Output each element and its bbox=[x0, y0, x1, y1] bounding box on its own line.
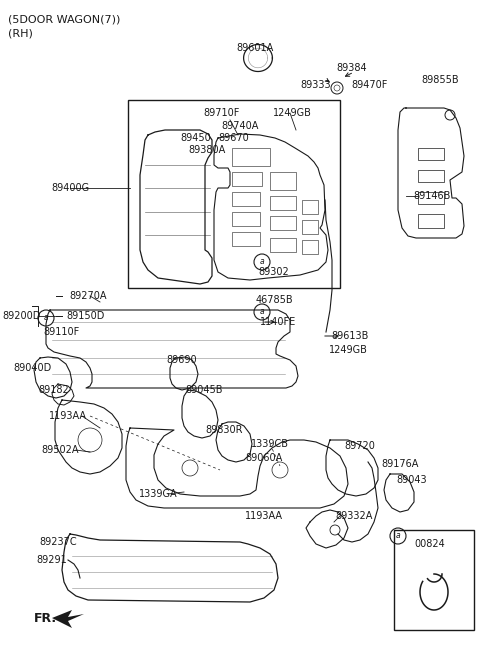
Polygon shape bbox=[52, 610, 84, 628]
Bar bbox=[270, 238, 296, 252]
Text: 89400G: 89400G bbox=[51, 183, 89, 193]
Text: 1249GB: 1249GB bbox=[273, 108, 312, 118]
Text: 89450: 89450 bbox=[180, 133, 211, 143]
Text: a: a bbox=[260, 258, 264, 267]
Text: 89291: 89291 bbox=[36, 555, 67, 565]
Text: 89384: 89384 bbox=[336, 63, 367, 73]
Text: 89302: 89302 bbox=[259, 267, 289, 277]
Text: 89710F: 89710F bbox=[204, 108, 240, 118]
Text: (5DOOR WAGON(7)): (5DOOR WAGON(7)) bbox=[8, 14, 120, 24]
Bar bbox=[418, 214, 444, 228]
Text: 89270A: 89270A bbox=[69, 291, 107, 301]
Text: 1193AA: 1193AA bbox=[49, 411, 87, 421]
Text: 89176A: 89176A bbox=[381, 459, 419, 469]
Text: a: a bbox=[260, 308, 264, 316]
Bar bbox=[232, 148, 270, 166]
Text: 89720: 89720 bbox=[345, 441, 375, 451]
Text: 89690: 89690 bbox=[167, 355, 197, 365]
Bar bbox=[418, 192, 444, 204]
Bar bbox=[232, 172, 262, 186]
Text: 89043: 89043 bbox=[396, 475, 427, 485]
Bar bbox=[418, 148, 444, 160]
Text: 46785B: 46785B bbox=[255, 295, 293, 305]
Text: FR.: FR. bbox=[34, 612, 57, 624]
Text: 89601A: 89601A bbox=[236, 43, 274, 53]
Bar bbox=[270, 216, 296, 230]
Text: 1249GB: 1249GB bbox=[329, 345, 367, 355]
Bar bbox=[232, 192, 260, 206]
Text: 89200D: 89200D bbox=[3, 311, 41, 321]
Text: (RH): (RH) bbox=[8, 28, 33, 38]
Text: 1339GA: 1339GA bbox=[139, 489, 177, 499]
Text: 89502A: 89502A bbox=[41, 445, 79, 455]
Text: 89740A: 89740A bbox=[221, 121, 259, 131]
Bar bbox=[302, 220, 318, 234]
Text: 89146B: 89146B bbox=[413, 191, 451, 201]
Text: a: a bbox=[396, 532, 400, 540]
Bar bbox=[302, 200, 318, 214]
Bar bbox=[270, 196, 296, 210]
Text: 89332A: 89332A bbox=[336, 511, 372, 521]
Bar bbox=[232, 232, 260, 246]
Text: 89060A: 89060A bbox=[245, 453, 283, 463]
Text: 00824: 00824 bbox=[415, 539, 445, 549]
Text: 89237C: 89237C bbox=[39, 537, 77, 547]
Text: 89045B: 89045B bbox=[185, 385, 223, 395]
Bar bbox=[270, 172, 296, 190]
Bar bbox=[232, 212, 260, 226]
Bar bbox=[302, 240, 318, 254]
Text: 89830R: 89830R bbox=[205, 425, 243, 435]
Text: 1193AA: 1193AA bbox=[245, 511, 283, 521]
Text: 89380A: 89380A bbox=[188, 145, 226, 155]
Text: 89470F: 89470F bbox=[352, 80, 388, 90]
Bar bbox=[418, 170, 444, 182]
Text: 89110F: 89110F bbox=[44, 327, 80, 337]
Text: 1140FE: 1140FE bbox=[260, 317, 296, 327]
Text: a: a bbox=[44, 314, 48, 322]
Text: 89670: 89670 bbox=[218, 133, 250, 143]
Text: 89040D: 89040D bbox=[13, 363, 51, 373]
Text: 1339CB: 1339CB bbox=[251, 439, 289, 449]
Bar bbox=[394, 530, 474, 630]
Text: 89855B: 89855B bbox=[421, 75, 459, 85]
Text: 89613B: 89613B bbox=[331, 331, 369, 341]
Bar bbox=[128, 100, 340, 288]
Text: 89182: 89182 bbox=[38, 385, 70, 395]
Text: 89333: 89333 bbox=[300, 80, 331, 90]
Text: 89150D: 89150D bbox=[67, 311, 105, 321]
